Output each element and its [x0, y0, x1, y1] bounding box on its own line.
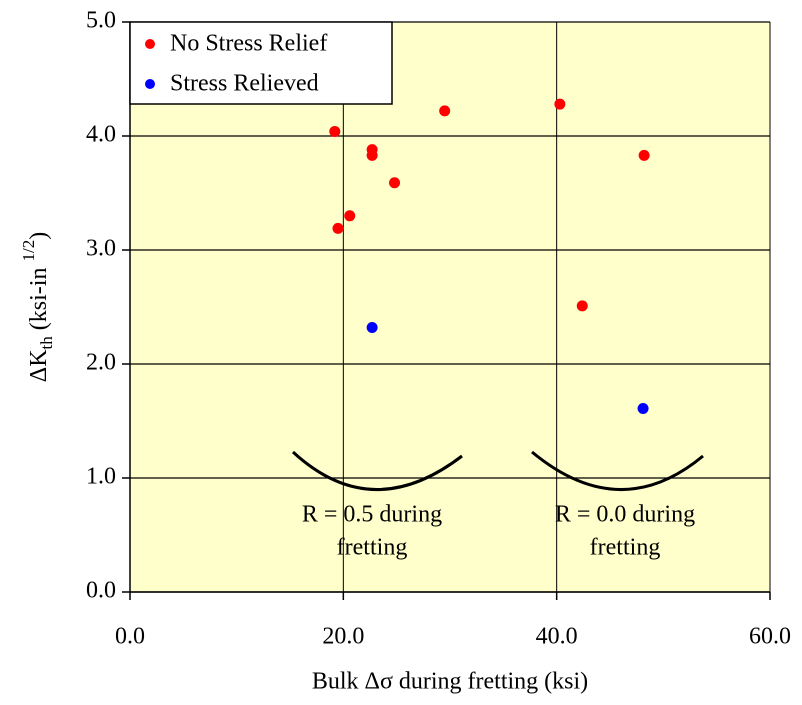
legend-label: No Stress Relief — [170, 31, 327, 57]
annotation: R = 0.0 during — [555, 502, 695, 528]
point — [554, 98, 566, 110]
annotation: fretting — [590, 535, 661, 561]
arc — [531, 450, 704, 491]
y-label-part: (ksi-in — [26, 262, 52, 337]
points — [329, 98, 650, 414]
point — [366, 322, 378, 334]
legend: No Stress Relief Stress Relieved — [129, 21, 393, 105]
y-label-sub: th — [37, 336, 56, 350]
x-tick-label: 20.0 — [322, 624, 364, 650]
y-label-part: ΔK — [26, 349, 52, 382]
x-tick-label: 60.0 — [749, 624, 791, 650]
x-tick-label: 40.0 — [536, 624, 578, 650]
y-tick-label: 5.0 — [86, 8, 116, 34]
y-tick-label: 0.0 — [86, 578, 116, 604]
legend-label: Stress Relieved — [170, 71, 319, 97]
legend-box — [129, 21, 393, 105]
plot-area — [130, 22, 770, 592]
y-label-part: ) — [26, 232, 52, 240]
y-label-sup: 1/2 — [19, 240, 38, 262]
legend-marker — [145, 39, 155, 49]
y-tick-label: 2.0 — [86, 350, 116, 376]
annotation: R = 0.5 during — [302, 502, 442, 528]
y-tick-label: 3.0 — [86, 236, 116, 262]
point — [389, 177, 401, 189]
point — [439, 105, 451, 117]
x-tick-label: 0.0 — [115, 624, 145, 650]
point — [637, 402, 649, 414]
y-tick-label: 4.0 — [86, 122, 116, 148]
annotation: fretting — [337, 535, 408, 561]
point — [638, 149, 650, 161]
point — [332, 222, 344, 234]
point — [329, 125, 341, 137]
x-axis-label: Bulk Δσ during fretting (ksi) — [312, 669, 588, 695]
legend-marker — [145, 79, 155, 89]
point — [366, 149, 378, 161]
point — [576, 300, 588, 312]
point — [344, 210, 356, 222]
y-tick-label: 1.0 — [86, 464, 116, 490]
y-axis-label: ΔKth (ksi-in 1/2) — [19, 232, 56, 382]
arc — [291, 450, 463, 491]
